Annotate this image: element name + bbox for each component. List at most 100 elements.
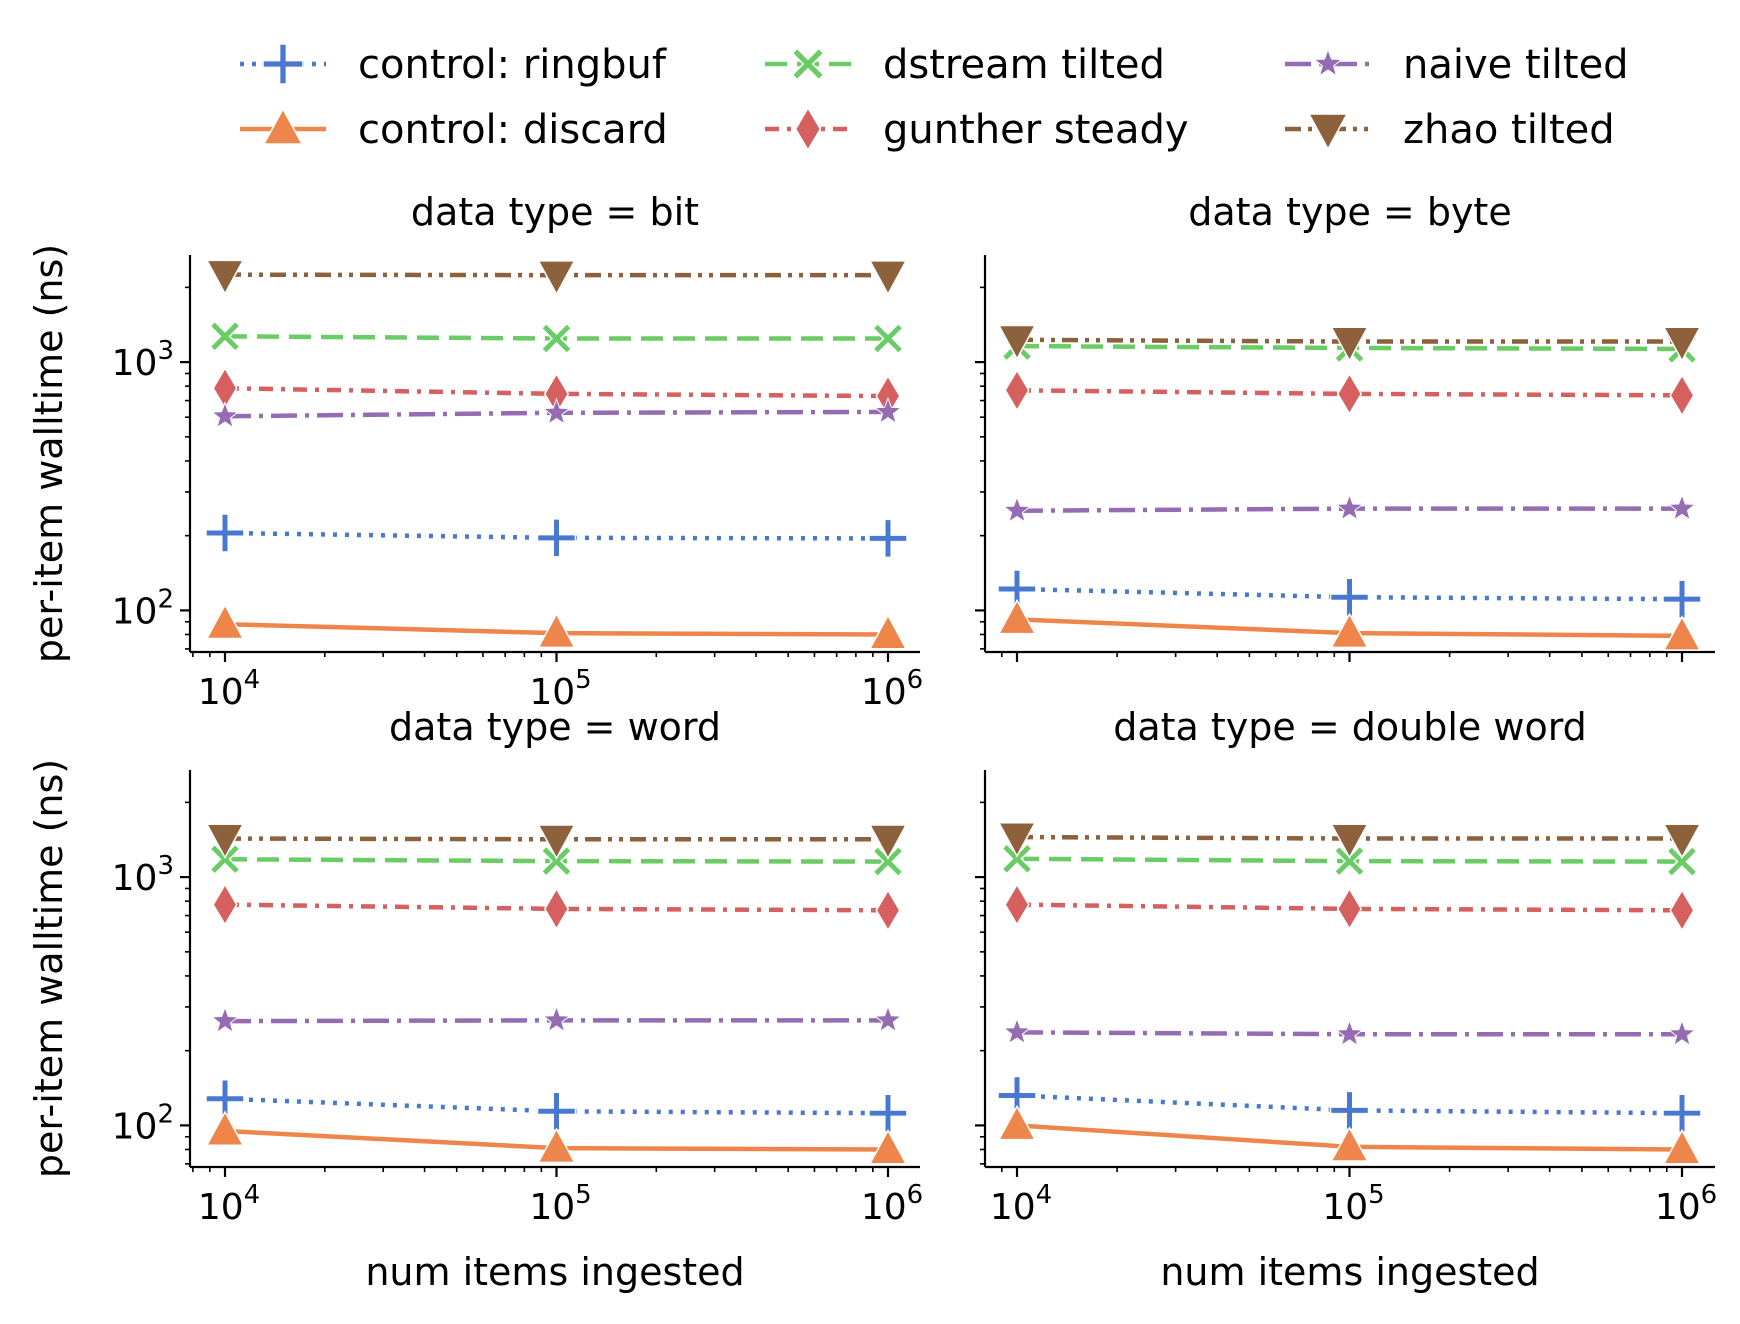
legend: control: ringbuf control: discard dstream …: [240, 42, 1629, 153]
data-point-control-discard: [1330, 612, 1369, 649]
legend-zhao-tilted-marker: [1307, 113, 1349, 151]
data-point-naive-tilted: [873, 1005, 903, 1033]
series-zhao-tilted: [997, 324, 1702, 363]
data-point-zhao-tilted: [868, 824, 908, 860]
legend-control-ringbuf-label: control: ringbuf: [358, 42, 667, 88]
series-naive-tilted: [210, 396, 903, 429]
legend-gunther-steady-marker: [794, 106, 822, 152]
data-point-naive-tilted: [1002, 495, 1032, 523]
series-line-control-ringbuf: [224, 530, 889, 541]
series-naive-tilted: [210, 1005, 903, 1034]
x-tick-base: 10: [198, 1187, 244, 1228]
legend-naive-tilted-marker: [1312, 48, 1344, 77]
series-control-discard: [997, 598, 1702, 651]
series-control-ringbuf: [997, 569, 1702, 619]
subplot-title: data type = bit: [411, 190, 699, 234]
subplot-title: data type = byte: [1188, 190, 1511, 234]
data-point-control-ringbuf: [536, 518, 577, 558]
data-point-control-discard: [868, 1128, 908, 1165]
legend-gunther-steady-label: gunther steady: [883, 107, 1189, 153]
series-naive-tilted: [1002, 1017, 1697, 1047]
data-point-naive-tilted: [1002, 1017, 1032, 1045]
y-tick-label: 103: [112, 851, 174, 899]
y-tick-label: 102: [112, 584, 174, 632]
y-axis-label: per-item walltime (ns): [27, 759, 71, 1178]
data-point-naive-tilted: [1667, 493, 1697, 521]
y-tick-label: 103: [112, 336, 174, 384]
data-point-zhao-tilted: [997, 822, 1037, 858]
series-control-ringbuf: [205, 513, 908, 559]
legend-zhao-tilted: zhao tilted: [1285, 107, 1615, 153]
data-point-control-discard: [1662, 615, 1702, 651]
x-tick-label: 106: [861, 1180, 923, 1228]
x-tick-base: 10: [1655, 1187, 1701, 1228]
data-point-control-discard: [537, 612, 576, 649]
data-point-zhao-tilted: [1662, 823, 1702, 860]
data-point-naive-tilted: [1335, 493, 1364, 521]
y-tick-base: 10: [112, 343, 158, 384]
x-tick-label: 104: [198, 665, 260, 713]
series-dstream-tilted: [1001, 842, 1698, 878]
series-control-ringbuf: [997, 1075, 1702, 1133]
subplot-title: data type = double word: [1113, 705, 1587, 749]
data-point-control-ringbuf: [1662, 579, 1702, 619]
x-tick-label: 106: [1655, 1180, 1717, 1228]
y-tick-base: 10: [112, 1106, 158, 1147]
data-point-control-discard: [205, 603, 245, 640]
data-point-dstream-tilted: [872, 845, 904, 878]
data-point-gunther-steady: [1669, 373, 1695, 417]
x-tick-base: 10: [529, 672, 575, 713]
data-point-dstream-tilted: [209, 843, 241, 876]
data-point-dstream-tilted: [1001, 842, 1033, 875]
data-point-gunther-steady: [1004, 883, 1030, 927]
data-point-control-ringbuf: [1329, 1090, 1370, 1131]
series-line-zhao-tilted: [224, 836, 888, 842]
x-tick-label: 105: [529, 1180, 591, 1228]
series-line-control-ringbuf: [224, 1096, 889, 1116]
x-axis-label: num items ingested: [365, 1250, 744, 1294]
legend-control-ringbuf: control: ringbuf: [240, 42, 667, 88]
x-tick-base: 10: [1322, 1187, 1368, 1228]
data-point-zhao-tilted: [537, 824, 576, 860]
data-point-dstream-tilted: [1333, 845, 1366, 877]
data-point-gunther-steady: [875, 888, 901, 932]
data-point-naive-tilted: [210, 1006, 240, 1034]
data-point-zhao-tilted: [537, 260, 576, 296]
data-point-gunther-steady: [543, 887, 570, 931]
data-point-gunther-steady: [1336, 887, 1363, 931]
x-axis-label: num items ingested: [1160, 1250, 1539, 1294]
series-line-zhao-tilted: [1016, 834, 1682, 841]
series-naive-tilted: [1002, 493, 1697, 523]
legend-control-discard-label: control: discard: [358, 107, 668, 153]
series-gunther-steady: [212, 883, 901, 932]
legend-zhao-tilted-label: zhao tilted: [1403, 107, 1615, 153]
data-point-naive-tilted: [210, 401, 240, 429]
legend-naive-tilted: naive tilted: [1285, 42, 1629, 88]
series-control-ringbuf: [205, 1079, 908, 1133]
legend-control-discard: control: discard: [240, 107, 668, 153]
x-tick-base: 10: [529, 1187, 575, 1228]
y-tick-label: 102: [112, 1099, 174, 1147]
x-tick-base: 10: [198, 672, 244, 713]
x-tick-exponent: 6: [907, 665, 924, 695]
y-tick-exponent: 2: [157, 584, 174, 614]
data-point-control-discard: [1330, 1126, 1369, 1162]
data-point-control-discard: [1662, 1128, 1702, 1165]
data-point-control-discard: [868, 613, 908, 650]
data-point-dstream-tilted: [540, 322, 573, 355]
series-control-discard: [997, 1104, 1702, 1165]
x-tick-exponent: 4: [244, 665, 261, 695]
data-point-gunther-steady: [1336, 372, 1363, 416]
data-point-zhao-tilted: [205, 259, 245, 296]
y-tick-base: 10: [112, 858, 158, 899]
data-point-zhao-tilted: [205, 823, 245, 860]
y-tick-exponent: 2: [157, 1099, 174, 1129]
subplot-byte: data type = byte: [975, 190, 1715, 662]
series-control-discard: [205, 1110, 908, 1165]
data-point-dstream-tilted: [872, 322, 904, 355]
data-point-control-ringbuf: [1329, 577, 1370, 617]
data-point-gunther-steady: [1669, 888, 1695, 932]
subplot-title: data type = word: [389, 705, 721, 749]
x-tick-exponent: 6: [1701, 1180, 1718, 1210]
